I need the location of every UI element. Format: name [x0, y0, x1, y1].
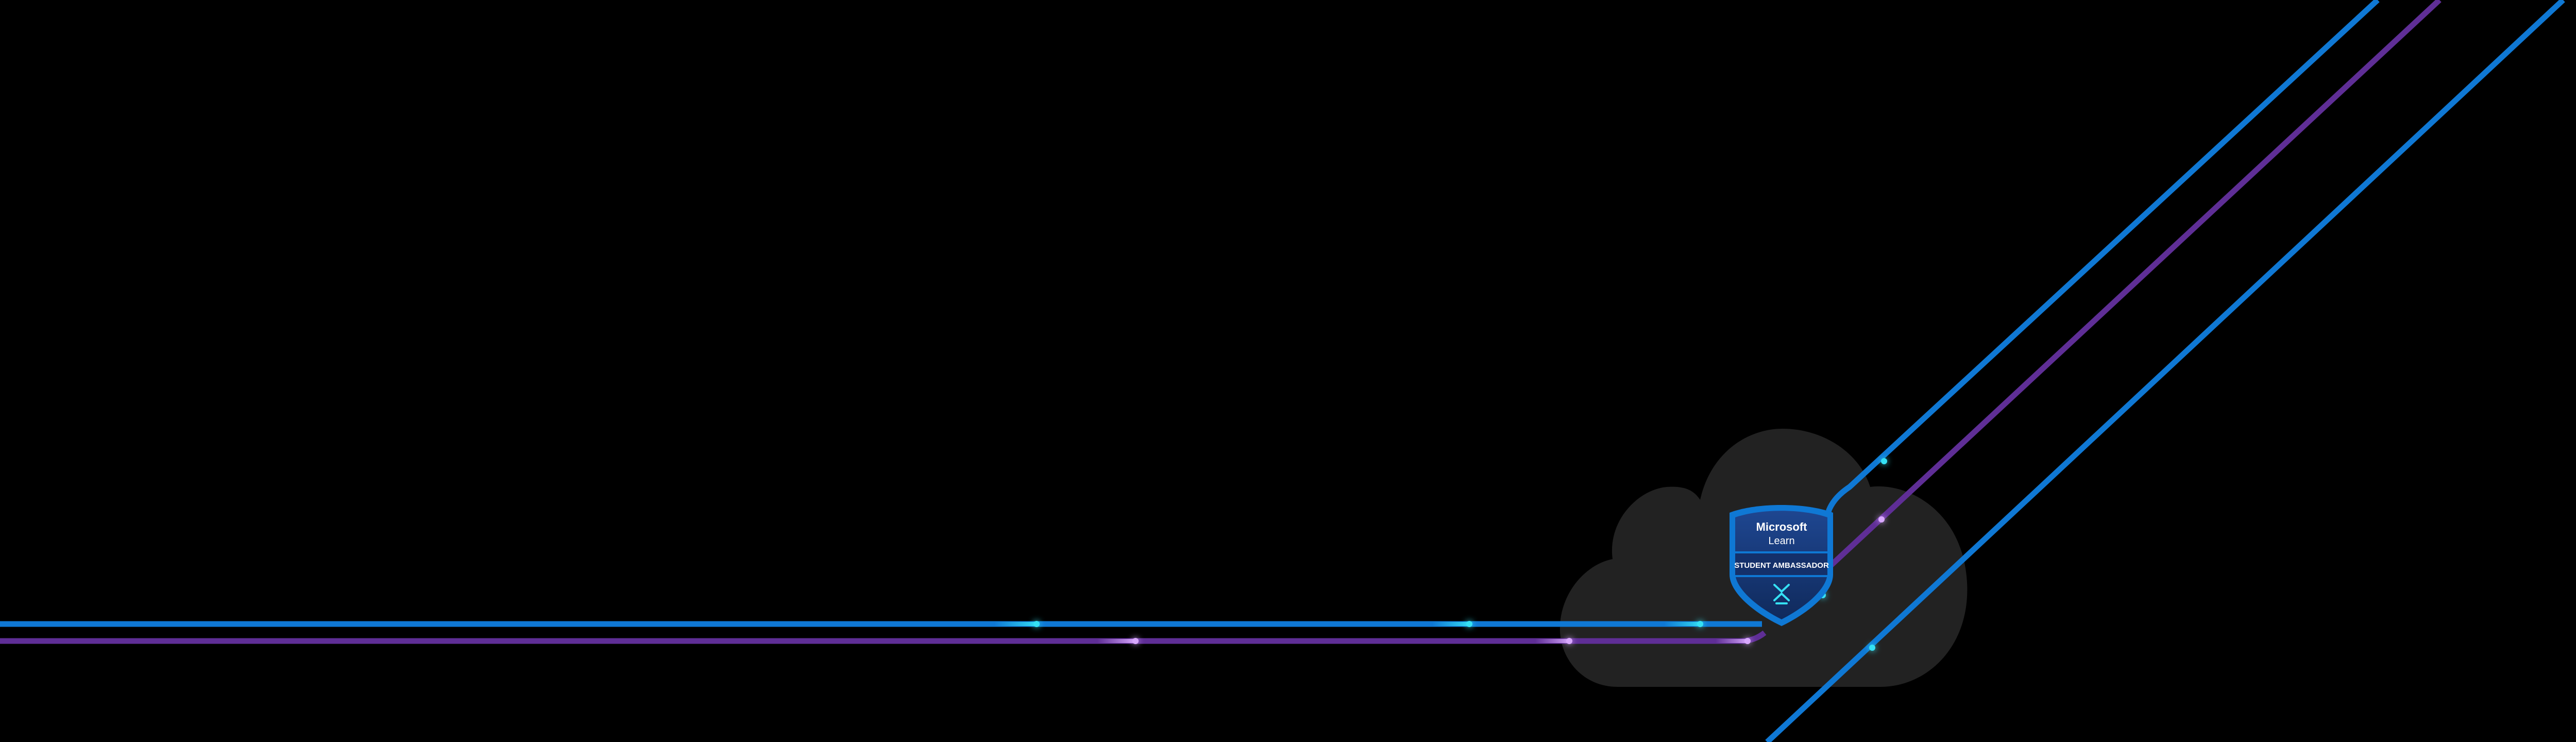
badge-product-text: Learn — [1768, 535, 1794, 547]
glow-dot-violet-1 — [1132, 638, 1139, 644]
badge-program-text: STUDENT AMBASSADOR — [1734, 561, 1829, 570]
horizontal-purple-line — [0, 630, 1767, 644]
trail-violet-2 — [1535, 639, 1569, 643]
glow-dot-diagonal-4 — [1869, 645, 1875, 651]
trail-blue-1 — [994, 622, 1036, 626]
badge-band — [1735, 552, 1827, 576]
trail-violet-3 — [1716, 639, 1747, 643]
glow-dot-blue-2 — [1466, 621, 1472, 627]
glow-dot-diagonal-1 — [1881, 458, 1887, 464]
diagonal-purple-line — [1822, 0, 2442, 575]
glow-dot-diagonal-2 — [1878, 516, 1885, 522]
diagonal-lines — [1765, 0, 2565, 742]
glow-dot-violet-3 — [1744, 638, 1751, 644]
glow-dot-blue-3 — [1697, 621, 1703, 627]
badge-brand-text: Microsoft — [1756, 520, 1808, 533]
diagonal-blue-line-upper — [1821, 0, 2380, 537]
diagonal-blue-line-lower — [1765, 0, 2565, 742]
trail-blue-3 — [1664, 622, 1700, 626]
trail-blue-2 — [1432, 622, 1468, 626]
glow-dot-violet-2 — [1566, 638, 1572, 644]
glow-dot-blue-1 — [1033, 621, 1040, 627]
student-ambassador-badge: Microsoft Learn STUDENT AMBASSADOR — [1730, 505, 1833, 626]
student-ambassador-emblem-icon — [1773, 584, 1790, 604]
horizontal-lines — [0, 621, 1767, 644]
trail-violet-1 — [1097, 639, 1133, 643]
